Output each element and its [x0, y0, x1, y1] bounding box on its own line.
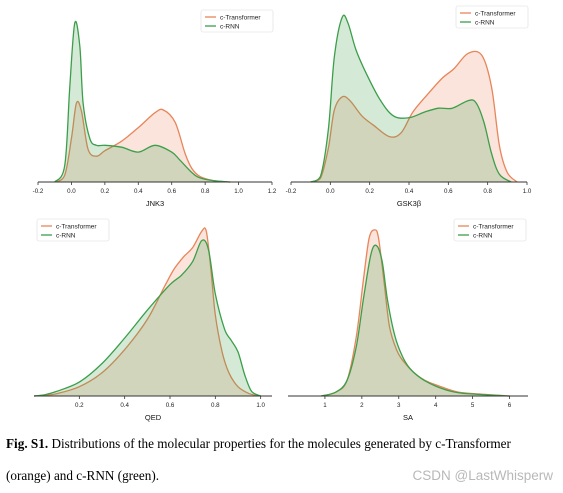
- x-tick-label: 0.6: [166, 402, 175, 409]
- legend-box: [453, 218, 527, 242]
- legend-box: [200, 9, 274, 33]
- series-area-c-transformer: [54, 101, 231, 182]
- x-tick-label: 0.6: [444, 188, 453, 195]
- x-tick-label: 1.0: [256, 402, 265, 409]
- series-area-c-transformer: [34, 227, 261, 396]
- series-area-c-rnn: [310, 15, 512, 183]
- x-tick-label: 0.0: [67, 188, 76, 195]
- legend-label: c-RNN: [473, 232, 493, 239]
- x-tick-label: 5: [471, 402, 475, 409]
- x-tick-label: 0.0: [326, 188, 335, 195]
- caption-text-line1: Distributions of the molecular propertie…: [48, 436, 511, 451]
- x-tick-label: -0.2: [286, 188, 297, 195]
- x-tick-label: 0.6: [167, 188, 176, 195]
- legend-label: c-RNN: [475, 19, 495, 26]
- x-axis-label: QED: [145, 413, 162, 422]
- x-tick-label: 1: [323, 402, 327, 409]
- series-line-c-rnn: [321, 244, 510, 397]
- chart-panel-3: 0.2 0.4 0.6 0.8 1.0 QED c-Transformer c-RNN: [33, 218, 272, 422]
- x-tick-label: 0.4: [405, 188, 414, 195]
- series-area-c-rnn: [34, 239, 261, 396]
- x-tick-label: -0.2: [33, 188, 44, 195]
- series-line-c-transformer: [310, 50, 518, 183]
- series-line-c-rnn: [54, 20, 231, 183]
- legend-label: c-Transformer: [475, 10, 516, 17]
- x-tick-label: 0.8: [201, 188, 210, 195]
- series-line-c-transformer: [33, 227, 261, 397]
- x-axis-label: SA: [403, 413, 413, 422]
- legend-label: c-Transformer: [56, 223, 97, 230]
- caption-text-line2: (orange) and c-RNN (green).: [6, 468, 160, 483]
- x-tick-label: 0.8: [211, 402, 220, 409]
- x-axis-label: JNK3: [146, 199, 164, 208]
- x-tick-label: 6: [508, 402, 512, 409]
- x-tick-label: 1.2: [268, 188, 277, 195]
- series-line-c-rnn: [33, 239, 262, 397]
- x-tick-label: 1.0: [523, 188, 532, 195]
- legend-label: c-RNN: [56, 232, 76, 239]
- legend: c-Transformer c-RNN: [453, 218, 527, 242]
- legend-box: [36, 218, 110, 242]
- chart-panel-1: -0.2 0.0 0.2 0.4 0.6 0.8 1.0 1.2 JNK3 c-Transform…: [33, 9, 277, 208]
- x-tick-label: 1.0: [234, 188, 243, 195]
- series-line-c-transformer: [321, 229, 510, 397]
- x-axis-label: GSK3β: [397, 199, 422, 208]
- x-tick-label: 0.2: [101, 188, 110, 195]
- x-tick-label: 0.4: [120, 402, 129, 409]
- figure-panels: -0.2 0.0 0.2 0.4 0.6 0.8 1.0 1.2 JNK3 c-Transform…: [33, 5, 532, 422]
- legend-label: c-RNN: [220, 23, 240, 30]
- series-line-c-transformer: [54, 100, 231, 183]
- x-tick-label: 0.4: [134, 188, 143, 195]
- series-area-c-rnn: [54, 21, 231, 182]
- series-area-c-rnn: [321, 245, 510, 396]
- watermark: CSDN @LastWhisperw: [412, 468, 553, 483]
- legend-label: c-Transformer: [473, 223, 514, 230]
- legend-label: c-Transformer: [220, 14, 261, 21]
- caption-label: Fig. S1.: [6, 436, 49, 451]
- x-tick-label: 0.2: [75, 402, 84, 409]
- legend: c-Transformer c-RNN: [36, 218, 110, 242]
- series-line-c-rnn: [310, 14, 512, 183]
- legend-box: [455, 5, 529, 29]
- x-tick-label: 3: [397, 402, 401, 409]
- chart-panel-2: -0.2 0.0 0.2 0.4 0.6 0.8 1.0 GSK3β c-Transformer…: [286, 5, 532, 208]
- x-tick-label: 0.8: [483, 188, 492, 195]
- x-tick-label: 2: [360, 402, 364, 409]
- legend: c-Transformer c-RNN: [200, 9, 274, 33]
- legend: c-Transformer c-RNN: [455, 5, 529, 29]
- chart-panel-4: 1 2 3 4 5 6 SA c-Transformer c-RNN: [288, 218, 528, 422]
- x-tick-label: 4: [434, 402, 438, 409]
- x-tick-label: 0.2: [365, 188, 374, 195]
